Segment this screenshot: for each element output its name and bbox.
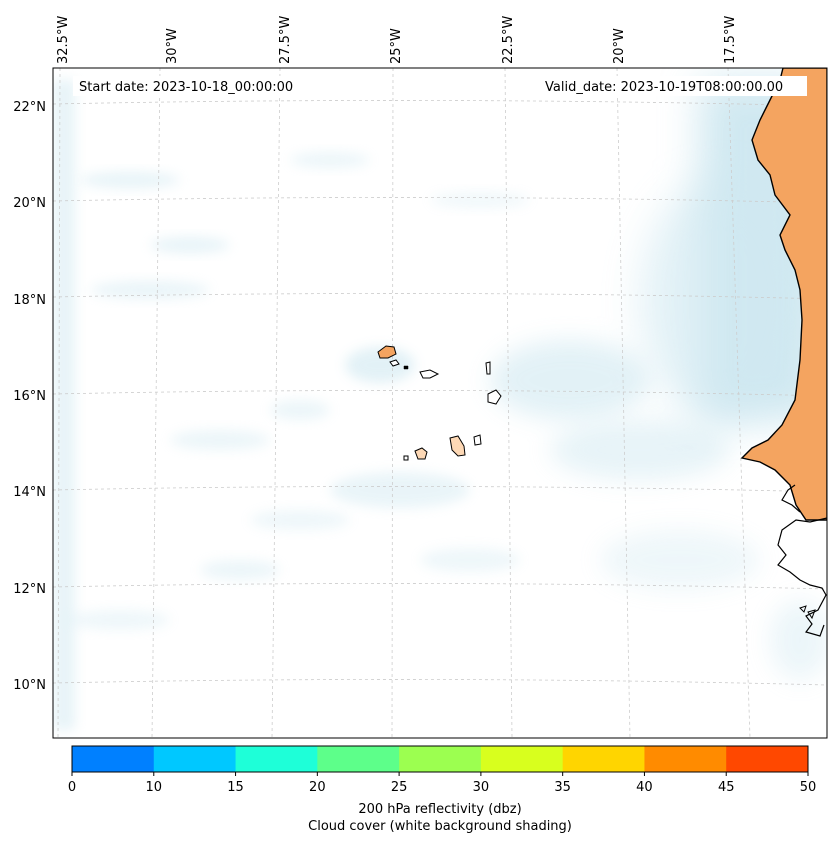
start-date-bg: [73, 76, 313, 96]
lon-label: 30°W: [165, 28, 180, 64]
colorbar-tick-label: 20: [309, 780, 326, 795]
cloud-patch: [550, 420, 730, 480]
west-africa-south-coast: [777, 517, 827, 637]
west-africa-gambia-coast: [781, 484, 801, 513]
cloud-patch: [600, 530, 760, 590]
colorbar-segment: [235, 746, 318, 772]
colorbar-tick-label: 35: [554, 780, 571, 795]
bijagos-islands: [799, 605, 816, 620]
meridian-line: [616, 68, 631, 738]
meridian-line: [504, 68, 513, 738]
island-santiago: [449, 435, 466, 457]
cloud-patch: [770, 600, 827, 680]
meridian-line: [727, 68, 751, 738]
cloud-patch: [80, 172, 180, 188]
parallel-line: [53, 293, 827, 300]
lon-label: 17.5°W: [723, 16, 738, 64]
cloud-patch: [290, 152, 370, 168]
cloud-patch: [170, 430, 270, 450]
west-africa-coast: [740, 68, 827, 521]
colorbar-label-line2: Cloud cover (white background shading): [308, 819, 572, 834]
colorbar-frame: [71, 745, 809, 773]
colorbar: 0 10 15 20 25 30 35 40 45 50: [68, 745, 817, 795]
lat-label: 18°N: [13, 293, 46, 308]
cloud-patch: [490, 340, 650, 420]
lon-label: 22.5°W: [501, 16, 516, 64]
meridian-line: [271, 68, 281, 738]
colorbar-segment: [317, 746, 400, 772]
lat-label: 12°N: [13, 582, 46, 597]
lon-label: 27.5°W: [278, 16, 293, 64]
map-frame: [52, 67, 828, 739]
cloud-patch: [420, 548, 520, 572]
latitude-labels: 22°N 20°N 18°N 16°N 14°N 12°N 10°N: [13, 100, 46, 693]
colorbar-tick-label: 30: [473, 780, 490, 795]
colorbar-segment: [153, 746, 237, 772]
cloud-patch: [430, 192, 530, 208]
valid-date-label: Valid_date: 2023-10-19T08:00:00.00: [545, 80, 783, 95]
cloud-patch: [200, 560, 280, 580]
colorbar-tick-label: 50: [800, 780, 817, 795]
island-sao-nicolau: [419, 369, 440, 379]
meridian-line: [57, 68, 61, 738]
parallel-line: [53, 100, 827, 107]
longitude-labels: 32.5°W 30°W 27.5°W 25°W 22.5°W 20°W 17.5…: [56, 16, 738, 64]
parallel-line: [53, 197, 827, 204]
colorbar-tick-label: 0: [68, 780, 76, 795]
island-fogo: [414, 447, 428, 460]
colorbar-label-line1: 200 hPa reflectivity (dbz): [358, 802, 521, 817]
cloud-patch: [640, 180, 800, 420]
cloud-patch: [330, 472, 470, 508]
island-boa-vista: [487, 389, 502, 405]
start-date-label: Start date: 2023-10-18_00:00:00: [79, 80, 293, 95]
lat-label: 22°N: [13, 100, 46, 115]
colorbar-tick-label: 40: [636, 780, 653, 795]
valid-date-bg: [540, 76, 807, 96]
colorbar-segment: [562, 746, 645, 772]
lat-label: 20°N: [13, 196, 46, 211]
cloud-patch: [270, 400, 330, 420]
parallel-line: [53, 583, 827, 590]
parallel-line: [53, 390, 827, 397]
colorbar-tick-label: 45: [718, 780, 735, 795]
meridian-line: [391, 68, 394, 738]
colorbar-tick-label: 25: [391, 780, 408, 795]
lon-label: 25°W: [389, 28, 404, 64]
island-brava: [403, 455, 409, 461]
colorbar-segment: [644, 746, 727, 772]
island-sal: [485, 361, 491, 375]
cloud-patch: [345, 347, 415, 383]
map-content: [53, 68, 827, 738]
colorbar-segment: [399, 746, 482, 772]
parallel-line: [53, 486, 827, 493]
meridian-line: [151, 68, 161, 738]
colorbar-tick-label: 10: [146, 780, 163, 795]
parallel-line: [53, 679, 827, 686]
colorbar-segment: [726, 746, 809, 772]
cloud-patch: [250, 510, 350, 530]
lon-label: 20°W: [612, 28, 627, 64]
land-layer: [377, 68, 827, 637]
island-maio: [473, 434, 482, 446]
colorbar-segment: [480, 746, 564, 772]
colorbar-tick-label: 15: [227, 780, 244, 795]
island-santo-antao: [377, 345, 397, 359]
cloud-patch: [70, 610, 170, 630]
lat-label: 10°N: [13, 678, 46, 693]
lon-label: 32.5°W: [56, 16, 71, 64]
lat-label: 14°N: [13, 485, 46, 500]
colorbar-segment: [72, 746, 155, 772]
cloud-edge-band: [53, 80, 75, 730]
island-sao-vicente: [389, 359, 400, 367]
lat-label: 16°N: [13, 389, 46, 404]
island-santa-luzia: [403, 365, 409, 370]
cloud-patch: [150, 237, 230, 253]
graticule-gridlines: [53, 68, 827, 738]
